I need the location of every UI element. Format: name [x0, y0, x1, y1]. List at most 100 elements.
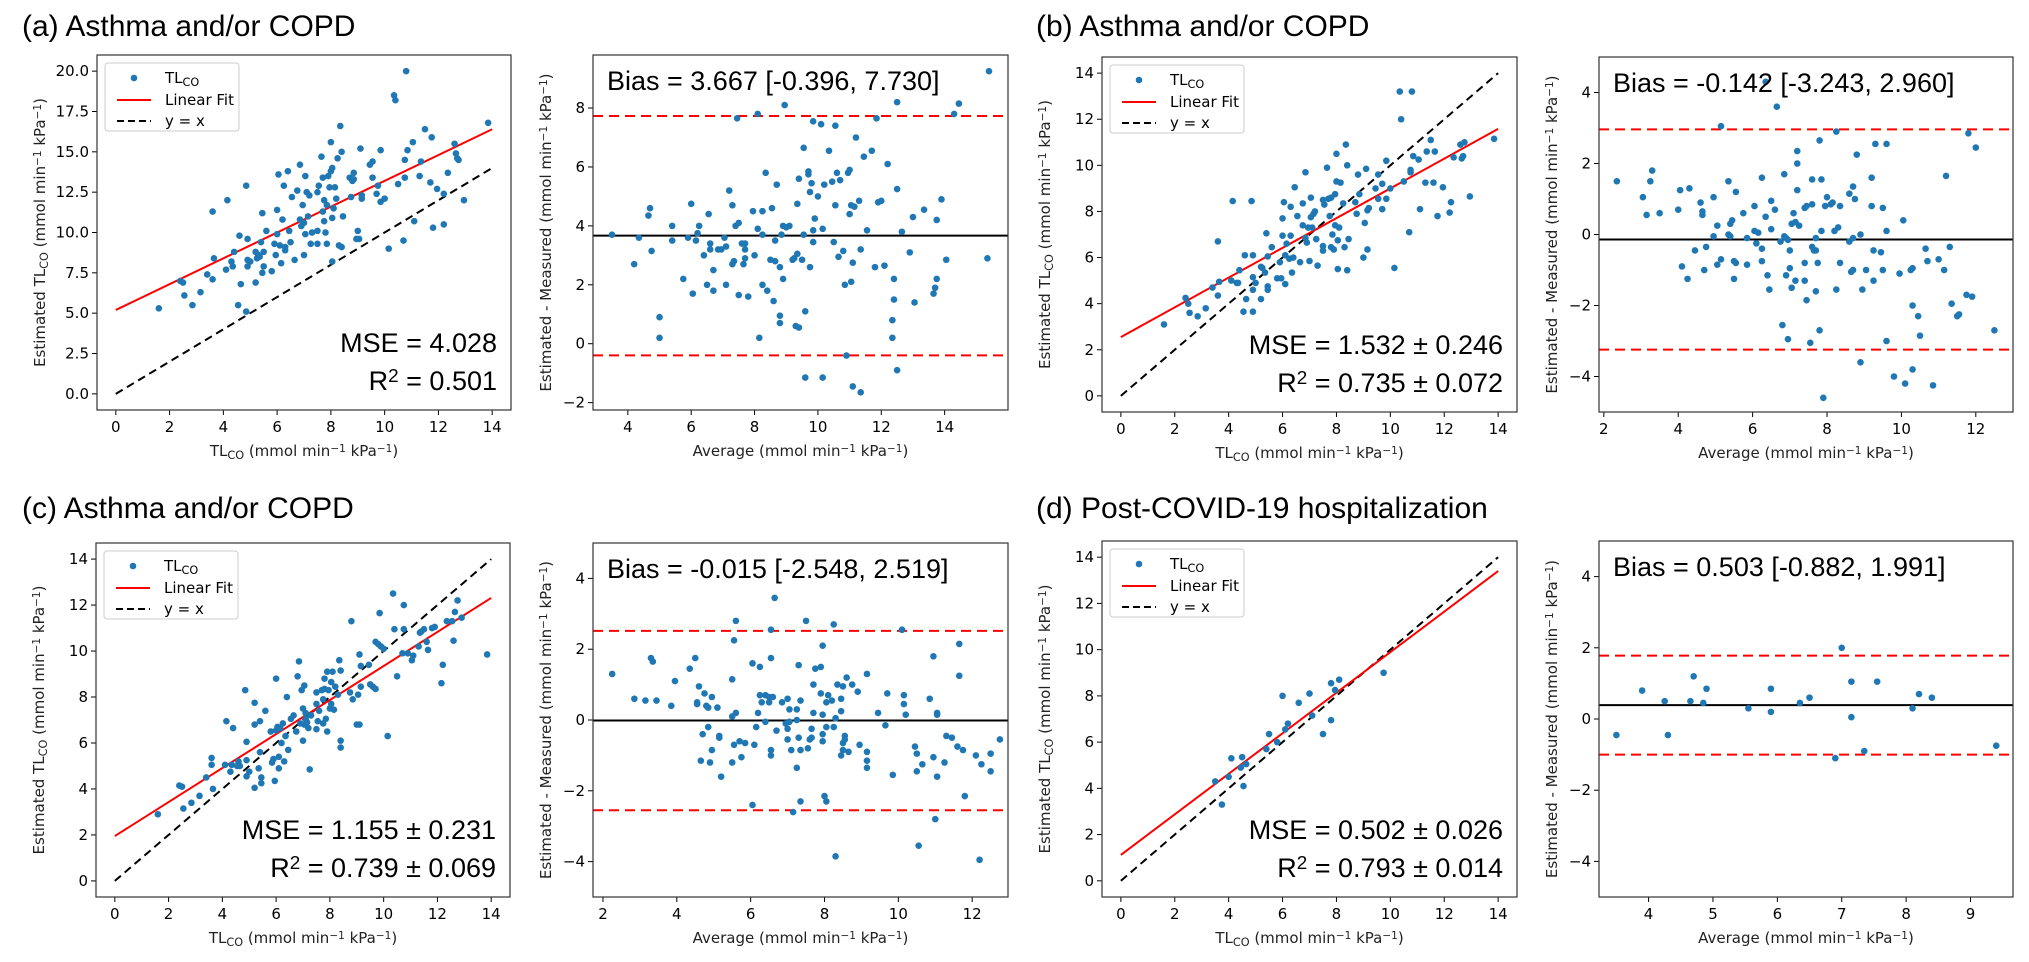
- data-point: [730, 637, 738, 644]
- data-point: [1268, 243, 1276, 251]
- data-point: [1754, 229, 1762, 237]
- x-tick-label: 0: [110, 905, 120, 923]
- data-point: [1261, 269, 1269, 276]
- data-point: [392, 96, 399, 104]
- data-point: [320, 196, 328, 204]
- data-point: [1249, 308, 1257, 316]
- data-point: [920, 206, 928, 213]
- data-point: [307, 240, 315, 248]
- data-point: [1408, 88, 1416, 95]
- data-point: [327, 700, 335, 708]
- data-point: [942, 256, 950, 264]
- data-point: [700, 252, 708, 259]
- data-point: [331, 184, 339, 191]
- x-tick-label: 0: [111, 418, 121, 436]
- data-point: [334, 154, 341, 162]
- data-point: [197, 288, 204, 296]
- data-point: [697, 757, 705, 765]
- data-point: [440, 221, 448, 228]
- data-point: [608, 670, 616, 678]
- data-point: [806, 263, 814, 271]
- data-point: [259, 269, 266, 277]
- y-tick-label: −4: [1569, 368, 1591, 386]
- data-point: [1762, 213, 1769, 221]
- data-point: [874, 709, 882, 717]
- data-point: [178, 783, 186, 790]
- data-point: [801, 308, 809, 315]
- data-point: [1703, 685, 1710, 693]
- data-point: [1883, 337, 1890, 345]
- x-tick-label: 14: [1489, 420, 1508, 438]
- data-point: [1407, 166, 1414, 174]
- legend-identity-label: y = x: [1170, 114, 1210, 132]
- data-point: [1801, 277, 1808, 284]
- data-point: [911, 743, 919, 750]
- x-tick-label: 6: [1748, 420, 1758, 438]
- data-point: [930, 652, 937, 660]
- data-point: [919, 760, 926, 768]
- data-point: [440, 190, 448, 198]
- y-tick-label: 0: [1581, 226, 1591, 244]
- data-point: [793, 764, 801, 772]
- data-point: [319, 174, 327, 181]
- data-point: [691, 654, 699, 662]
- x-tick-label: 14: [935, 418, 954, 436]
- data-point: [948, 734, 956, 741]
- data-point: [339, 213, 347, 220]
- data-point: [393, 673, 401, 680]
- data-point: [930, 290, 937, 297]
- x-tick-label: 5: [1708, 905, 1718, 923]
- data-point: [1743, 234, 1751, 242]
- data-point: [223, 717, 230, 725]
- data-point: [1280, 198, 1288, 206]
- data-point: [786, 222, 793, 230]
- data-point: [773, 727, 780, 734]
- data-point: [1380, 669, 1387, 677]
- data-point: [741, 739, 749, 747]
- data-point: [458, 614, 465, 622]
- data-point: [1335, 224, 1343, 231]
- data-point: [819, 730, 826, 738]
- data-point: [687, 200, 695, 208]
- r2-annotation: R2 = 0.735 ± 0.072: [1277, 368, 1503, 398]
- data-point: [915, 842, 922, 849]
- data-point: [428, 133, 435, 141]
- data-point: [287, 238, 294, 246]
- data-point: [1853, 151, 1861, 158]
- legend-point-marker: [1135, 76, 1143, 84]
- data-point: [832, 122, 839, 130]
- data-point: [985, 67, 993, 75]
- data-point: [1323, 164, 1331, 171]
- data-point: [1816, 137, 1823, 144]
- data-point: [1362, 165, 1370, 173]
- data-point: [786, 706, 793, 713]
- data-point: [1779, 321, 1786, 329]
- data-point: [256, 717, 264, 725]
- data-point: [668, 222, 676, 230]
- data-point: [843, 352, 850, 359]
- data-point: [279, 720, 287, 727]
- data-point: [448, 617, 456, 625]
- data-point: [1909, 264, 1916, 272]
- data-point: [285, 227, 293, 235]
- data-point: [646, 204, 654, 212]
- data-point: [839, 247, 847, 255]
- data-point: [1713, 222, 1721, 229]
- data-point: [291, 256, 298, 264]
- data-point: [852, 134, 860, 141]
- data-point: [444, 169, 452, 177]
- data-point: [1849, 183, 1857, 190]
- data-point: [784, 725, 791, 733]
- y-axis-label: Estimated - Measured (mmol min−1 kPa−1): [1543, 75, 1561, 393]
- data-point: [1356, 190, 1363, 198]
- data-point: [1838, 644, 1846, 652]
- data-point: [933, 709, 941, 717]
- data-point: [1365, 204, 1373, 212]
- identity-line: [115, 167, 493, 395]
- y-tick-label: 10: [69, 642, 88, 660]
- data-point: [906, 249, 914, 256]
- data-point: [1396, 88, 1404, 95]
- data-point: [1833, 286, 1840, 293]
- data-point: [234, 301, 242, 309]
- data-point: [245, 768, 253, 776]
